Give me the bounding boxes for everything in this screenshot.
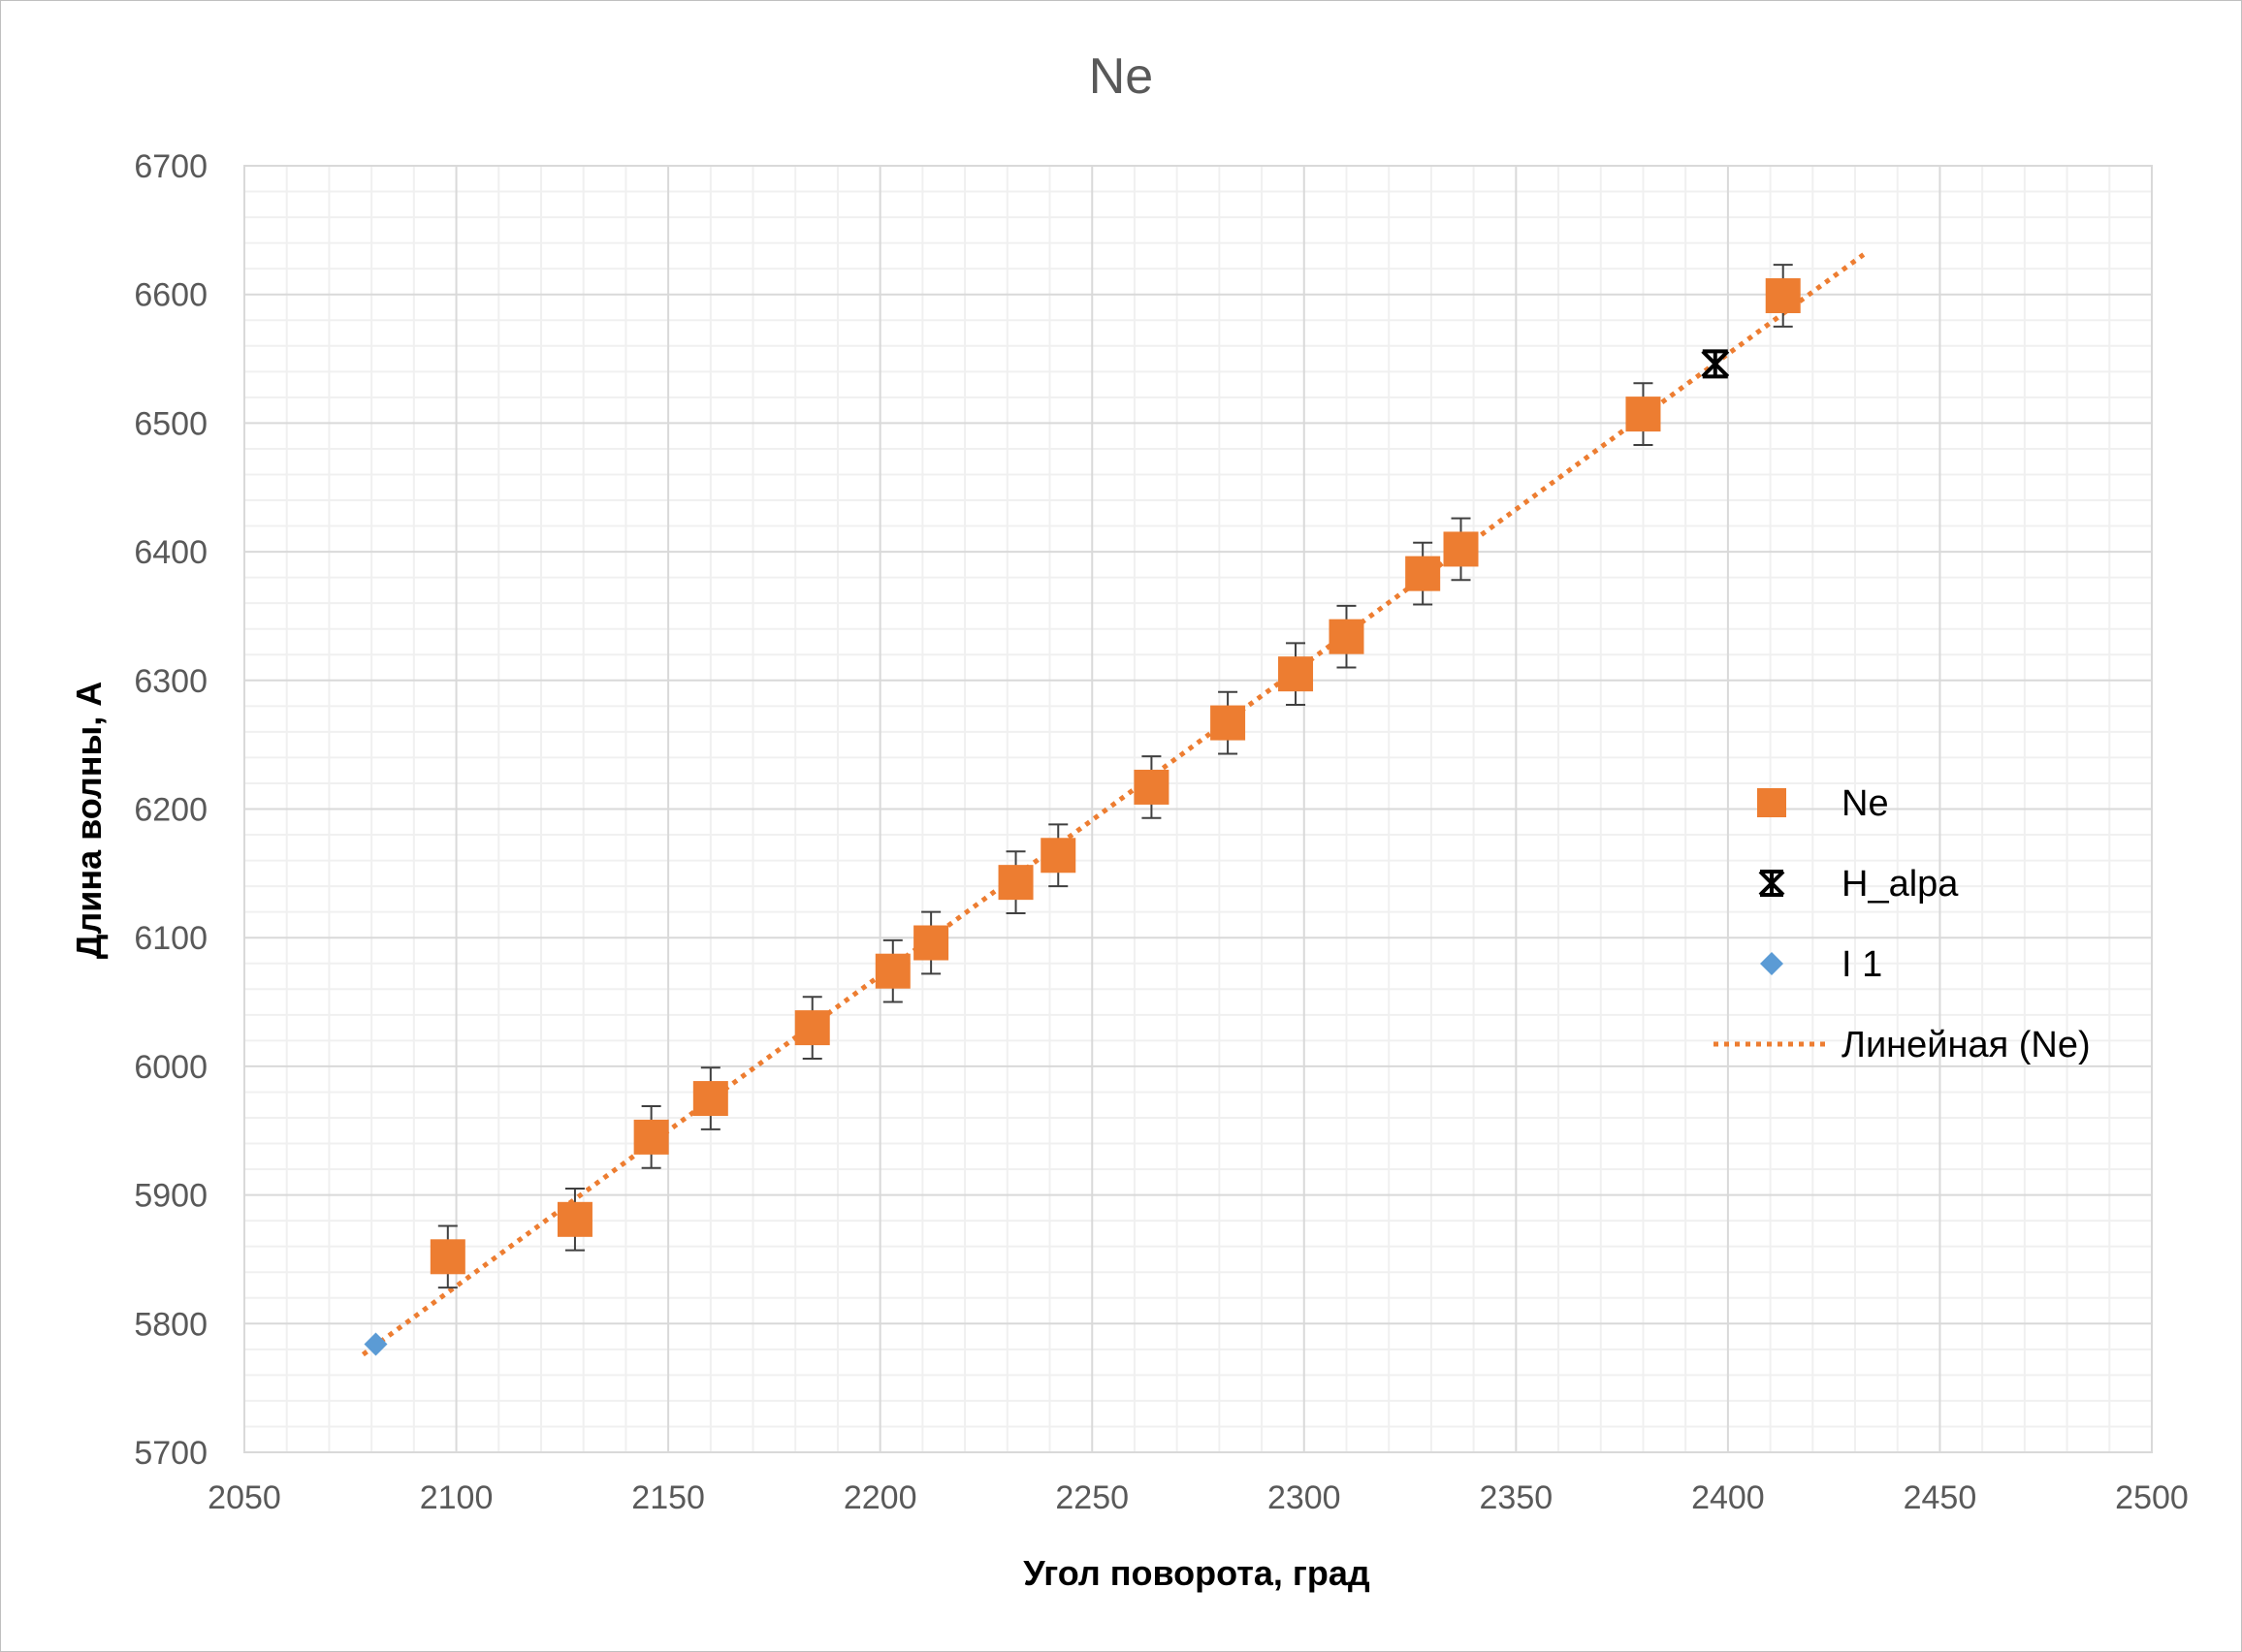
x-tick-label: 2150 bbox=[631, 1479, 705, 1516]
legend-square-swatch bbox=[1757, 788, 1786, 817]
point-square bbox=[875, 953, 911, 989]
legend-entry: Ne bbox=[1757, 783, 1889, 824]
x-tick-label: 2400 bbox=[1691, 1479, 1765, 1516]
trendline-layer bbox=[361, 252, 1866, 1357]
x-tick-label: 2100 bbox=[420, 1479, 494, 1516]
y-tick-label: 6400 bbox=[134, 534, 208, 571]
y-tick-label: 6200 bbox=[134, 792, 208, 829]
y-tick-label: 6600 bbox=[134, 277, 208, 314]
legend-entry: Линейная (Ne) bbox=[1714, 1025, 2091, 1065]
point-square bbox=[794, 1010, 830, 1046]
point-square bbox=[1134, 769, 1169, 805]
point-square bbox=[1278, 656, 1314, 692]
x-tick-label: 2050 bbox=[208, 1479, 281, 1516]
point-asterisk bbox=[1758, 870, 1785, 897]
y-tick-label: 6000 bbox=[134, 1049, 208, 1086]
point-square bbox=[430, 1239, 465, 1275]
point-square bbox=[1329, 619, 1364, 654]
chart-title: Ne bbox=[1089, 48, 1153, 105]
legend-label: Ne bbox=[1842, 783, 1889, 824]
data-points bbox=[364, 278, 1801, 1356]
point-square bbox=[1041, 838, 1076, 874]
y-tick-label: 5800 bbox=[134, 1306, 208, 1343]
point-square bbox=[1210, 705, 1246, 741]
x-tick-label: 2300 bbox=[1267, 1479, 1341, 1516]
x-tick-label: 2500 bbox=[2115, 1479, 2189, 1516]
y-tick-label: 6700 bbox=[134, 148, 208, 185]
legend-label: I 1 bbox=[1842, 944, 1882, 985]
x-axis-title: Угол поворота, град bbox=[1023, 1553, 1370, 1593]
point-diamond bbox=[1760, 952, 1783, 975]
legend-entry: H_alpa bbox=[1758, 864, 1959, 905]
y-tick-label: 6100 bbox=[134, 920, 208, 957]
point-square bbox=[1405, 556, 1441, 591]
trendline bbox=[361, 252, 1866, 1357]
x-tick-label: 2200 bbox=[844, 1479, 917, 1516]
x-tick-label: 2350 bbox=[1480, 1479, 1553, 1516]
error-bars bbox=[437, 264, 1793, 1289]
y-axis-tick-labels: 5700 5800 5900 6000 6100 6200 6300 6400 6500 6600… bbox=[134, 148, 208, 1472]
point-diamond bbox=[364, 1332, 388, 1356]
legend: Ne H_alpa I 1 Линейная (Ne) bbox=[1714, 783, 2091, 1065]
point-square bbox=[633, 1119, 669, 1155]
x-tick-label: 2250 bbox=[1055, 1479, 1129, 1516]
point-square bbox=[913, 925, 949, 961]
legend-entry: I 1 bbox=[1760, 944, 1882, 985]
x-tick-label: 2450 bbox=[1904, 1479, 1977, 1516]
point-square bbox=[1443, 531, 1479, 567]
point-square bbox=[1765, 278, 1801, 314]
y-tick-label: 6300 bbox=[134, 663, 208, 700]
x-axis-tick-labels: 2050 2100 2150 2200 2250 2300 2350 2400 2450 2500 bbox=[208, 1479, 2189, 1516]
point-square bbox=[692, 1081, 728, 1117]
legend-label: H_alpa bbox=[1842, 864, 1959, 905]
point-square bbox=[1625, 397, 1661, 432]
plot-area-border bbox=[243, 165, 2153, 1453]
point-asterisk bbox=[1701, 349, 1730, 379]
point-square bbox=[557, 1201, 593, 1237]
y-tick-label: 5900 bbox=[134, 1178, 208, 1215]
y-tick-label: 6500 bbox=[134, 405, 208, 442]
point-square bbox=[998, 865, 1034, 901]
y-tick-label: 5700 bbox=[134, 1435, 208, 1472]
y-axis-title: Длина волны, А bbox=[69, 682, 109, 960]
legend-label: Линейная (Ne) bbox=[1842, 1025, 2091, 1065]
